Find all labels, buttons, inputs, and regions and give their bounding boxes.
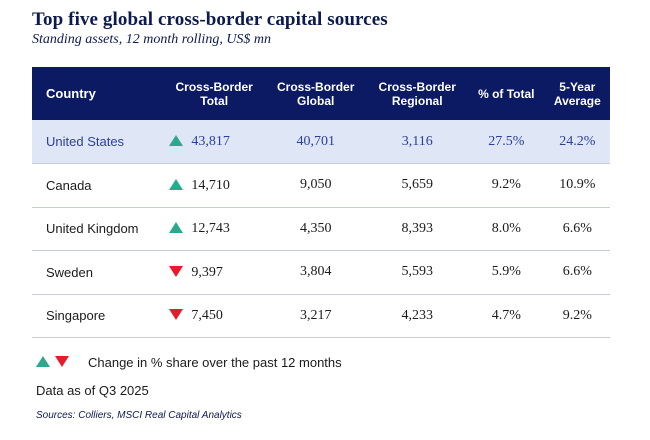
col-header-avg-line1: 5-Year bbox=[559, 79, 596, 94]
country-cell: Singapore bbox=[46, 308, 106, 324]
triangle-up-icon bbox=[36, 356, 50, 367]
pct-cell: 4.7% bbox=[491, 307, 521, 323]
total-cell: 14,710 bbox=[163, 164, 265, 208]
avg-cell: 10.9% bbox=[559, 177, 596, 193]
global-cell: 9,050 bbox=[299, 177, 332, 193]
col-header-global-line1: Cross-Border bbox=[277, 79, 355, 94]
global-cell: 3,804 bbox=[299, 264, 332, 280]
table-row: United Kingdom 12,743 4,350 8,393 8.0% 6… bbox=[32, 207, 610, 251]
legend-label: Change in % share over the past 12 month… bbox=[88, 355, 342, 370]
triangle-down-icon bbox=[55, 356, 69, 367]
col-header-avg-line2: Average bbox=[553, 93, 601, 108]
capital-sources-table: Country Cross-Border Total Cross-Border Gl… bbox=[32, 67, 610, 338]
data-as-of: Data as of Q3 2025 bbox=[36, 383, 149, 398]
total-cell: 9,397 bbox=[163, 251, 265, 295]
global-cell: 3,217 bbox=[299, 307, 332, 323]
pct-cell: 5.9% bbox=[491, 264, 521, 280]
regional-cell: 4,233 bbox=[401, 307, 433, 323]
table-header-row: Country Cross-Border Total Cross-Border Gl… bbox=[32, 67, 610, 120]
col-header-pct: % of Total bbox=[478, 86, 535, 101]
legend: Change in % share over the past 12 month… bbox=[36, 355, 342, 370]
col-header-total-line2: Total bbox=[200, 93, 229, 108]
table-row: Sweden 9,397 3,804 5,593 5.9% 6.6% bbox=[32, 251, 610, 295]
avg-cell: 6.6% bbox=[562, 220, 592, 236]
triangle-up-icon bbox=[169, 222, 184, 234]
regional-cell: 5,659 bbox=[401, 177, 433, 193]
country-cell: Canada bbox=[46, 177, 92, 193]
pct-cell: 9.2% bbox=[491, 177, 521, 193]
chart-subtitle: Standing assets, 12 month rolling, US$ m… bbox=[32, 32, 272, 47]
total-value: 14,710 bbox=[191, 177, 230, 193]
regional-cell: 5,593 bbox=[401, 264, 433, 280]
total-cell: 12,743 bbox=[163, 207, 265, 251]
avg-cell: 9.2% bbox=[562, 307, 592, 323]
col-header-total: Cross-Border Total bbox=[163, 67, 265, 120]
total-value: 12,743 bbox=[191, 221, 230, 237]
col-header-global: Cross-Border Global bbox=[265, 67, 367, 120]
triangle-down-icon bbox=[169, 265, 184, 277]
sources-note: Sources: Colliers, MSCI Real Capital Ana… bbox=[36, 410, 242, 421]
country-cell: United Kingdom bbox=[46, 221, 139, 237]
pct-cell: 8.0% bbox=[491, 220, 521, 236]
total-value: 7,450 bbox=[191, 308, 223, 324]
pct-cell: 27.5% bbox=[488, 133, 525, 149]
col-header-regional-line1: Cross-Border bbox=[378, 79, 456, 94]
col-header-regional-line2: Regional bbox=[391, 93, 443, 108]
country-cell: United States bbox=[46, 134, 125, 149]
triangle-down-icon bbox=[169, 309, 184, 321]
table-row: United States 43,817 40,701 3,116 27.5% … bbox=[32, 120, 610, 164]
triangle-up-icon bbox=[169, 178, 184, 190]
regional-cell: 8,393 bbox=[401, 220, 433, 236]
table-row: Canada 14,710 9,050 5,659 9.2% 10.9% bbox=[32, 164, 610, 208]
total-value: 43,817 bbox=[191, 134, 230, 149]
triangle-up-icon bbox=[169, 135, 184, 147]
avg-cell: 6.6% bbox=[562, 264, 592, 280]
col-header-avg: 5-Year Average bbox=[545, 67, 610, 120]
col-header-global-line2: Global bbox=[297, 93, 335, 108]
total-cell: 43,817 bbox=[163, 120, 265, 164]
total-cell: 7,450 bbox=[163, 294, 265, 338]
global-cell: 40,701 bbox=[296, 133, 335, 149]
total-value: 9,397 bbox=[191, 264, 223, 280]
chart-title: Top five global cross-border capital sou… bbox=[32, 9, 388, 30]
col-header-country: Country bbox=[46, 85, 96, 101]
global-cell: 4,350 bbox=[299, 220, 332, 236]
regional-cell: 3,116 bbox=[401, 133, 433, 149]
table-row: Singapore 7,450 3,217 4,233 4.7% 9.2% bbox=[32, 294, 610, 338]
col-header-regional: Cross-Border Regional bbox=[366, 67, 468, 120]
col-header-total-line1: Cross-Border bbox=[175, 79, 253, 94]
avg-cell: 24.2% bbox=[559, 133, 596, 149]
country-cell: Sweden bbox=[46, 264, 93, 280]
